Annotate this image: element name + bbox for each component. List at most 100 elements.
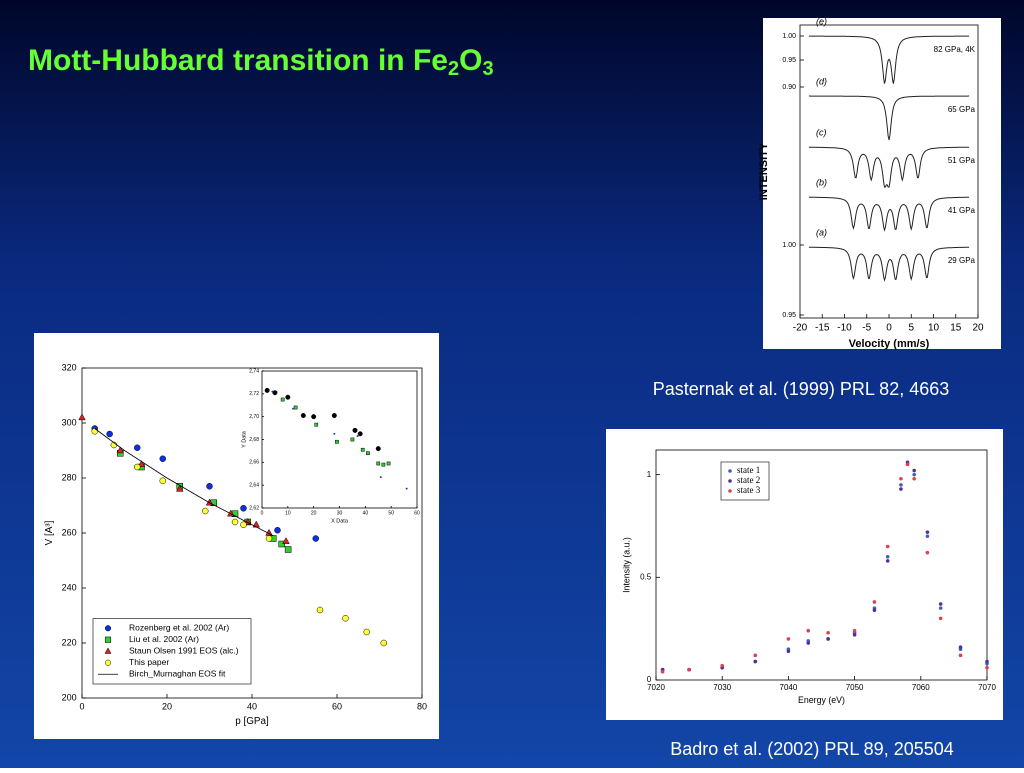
data-point [366, 451, 370, 456]
x-tick-label: 7060 [912, 683, 930, 692]
figure-panel [606, 429, 1003, 720]
y-tick-label: 0 [647, 675, 652, 684]
caption: Badro et al. (2002) PRL 89, 205504 [670, 739, 954, 759]
x-tick-label: 7020 [647, 683, 665, 692]
data-point [311, 414, 317, 420]
legend-marker [104, 636, 112, 643]
slide-title: Mott-Hubbard transition in Fe2O3 [28, 44, 494, 80]
data-point [360, 447, 365, 452]
x-tick-label: 20 [162, 701, 172, 711]
x-tick-label: 30 [337, 510, 343, 516]
caption: Pasternak et al. (1999) PRL 82, 4663 [653, 379, 950, 399]
data-point [264, 387, 270, 393]
legend-box [92, 618, 252, 685]
fit-line [94, 428, 274, 537]
spectrum-label: (a) [816, 227, 827, 237]
data-point [176, 484, 184, 492]
data-point [375, 446, 381, 452]
data-point [356, 435, 359, 438]
data-point [786, 637, 791, 641]
x-tick-label: -20 [793, 323, 808, 334]
y-tick-label: 1.00 [782, 33, 796, 40]
data-point [753, 653, 758, 658]
y-tick-label: 2,68 [249, 437, 259, 443]
data-point [660, 669, 665, 674]
data-point [285, 394, 291, 400]
title-text: Mott-Hubbard transition in Fe [28, 44, 448, 77]
data-point [985, 665, 989, 670]
data-point [985, 659, 989, 664]
legend-marker [728, 469, 732, 473]
data-point [786, 649, 791, 654]
data-point [958, 653, 963, 658]
data-point [826, 637, 830, 641]
legend-label: This paper [129, 657, 169, 667]
data-point [938, 616, 943, 621]
spectrum-curve [808, 196, 970, 232]
x-tick-label: 40 [363, 510, 369, 516]
legend-label: Rozenberg et al. 2002 (Ar) [129, 623, 229, 633]
data-point [938, 606, 943, 610]
data-point [357, 431, 363, 437]
data-point [331, 413, 337, 419]
y-tick-label: 2,66 [249, 460, 259, 466]
x-tick-label: 0 [79, 701, 84, 711]
y-tick-label: 240 [62, 582, 77, 592]
data-point [282, 537, 290, 544]
legend-marker [104, 625, 112, 632]
data-point [720, 663, 724, 668]
y-tick-label: 220 [62, 637, 77, 647]
x-tick-label: 20 [311, 510, 317, 516]
data-point [852, 628, 857, 633]
data-point [899, 483, 903, 487]
spectrum-name: 41 GPa [948, 206, 976, 215]
legend-label: Staun Olsen 1991 EOS (alc.) [129, 646, 239, 656]
data-point [363, 628, 370, 636]
data-point [687, 667, 691, 672]
x-tick-label: 0 [886, 323, 892, 334]
x-tick-label: 20 [972, 323, 984, 334]
spectrum-name: 65 GPa [948, 105, 976, 114]
x-tick-label: 10 [285, 510, 291, 516]
data-point [380, 639, 387, 647]
data-point [293, 405, 298, 410]
x-axis-label: X Data [331, 518, 349, 524]
legend-marker [728, 479, 732, 483]
x-tick-label: 10 [928, 323, 940, 334]
x-tick-label: 7040 [780, 683, 798, 692]
y-tick-label: 0.90 [782, 84, 796, 91]
x-tick-label: 7070 [978, 683, 996, 692]
spectrum-label: (e) [816, 16, 827, 26]
data-point [206, 483, 213, 490]
legend-marker [728, 489, 732, 493]
data-point [240, 505, 247, 512]
data-point [231, 518, 239, 526]
x-tick-label: 7030 [713, 683, 731, 692]
data-point [333, 432, 336, 435]
y-tick-label: 0.95 [782, 312, 796, 319]
title-sub: 3 [482, 58, 493, 80]
x-axis-label: p [GPa] [235, 716, 269, 727]
data-point [925, 534, 930, 539]
spectrum-curve [808, 35, 970, 84]
x-axis-label: Velocity (mm/s) [849, 338, 930, 350]
data-point [379, 476, 382, 479]
data-point [271, 390, 274, 393]
data-point [381, 462, 386, 467]
data-point [905, 462, 910, 467]
y-tick-label: 300 [62, 417, 77, 427]
y-tick-label: 2,74 [249, 368, 259, 374]
spectrum-name: 82 GPa, 4K [934, 45, 976, 54]
y-tick-label: 2,70 [249, 414, 259, 420]
spectrum-curve [808, 146, 970, 188]
legend-label: state 1 [737, 465, 760, 475]
data-point [134, 463, 141, 471]
data-point [312, 535, 319, 542]
legend-marker [104, 647, 112, 654]
legend-marker [104, 659, 112, 666]
data-point [386, 461, 391, 466]
y-tick-label: 0.5 [640, 572, 652, 581]
y-tick-label: 2,62 [249, 505, 259, 511]
